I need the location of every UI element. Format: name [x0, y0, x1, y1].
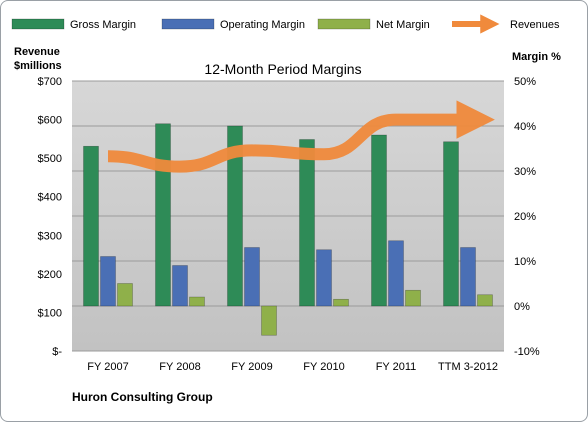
- legend-label: Revenues: [510, 19, 560, 31]
- company-name: Huron Consulting Group: [72, 390, 213, 404]
- right-tick-label: 20%: [514, 211, 536, 223]
- bar-net-margin: [261, 305, 277, 336]
- x-tick-label: FY 2008: [159, 361, 200, 373]
- right-tick-label: -10%: [514, 346, 540, 358]
- right-axis-ticks: -10% 0% 10% 20% 30% 40% 50%: [514, 76, 540, 358]
- legend-swatch-operating-margin: [161, 18, 215, 30]
- bar-gross-margin: [443, 141, 459, 307]
- bar-operating-margin: [172, 265, 188, 307]
- bar-operating-margin: [460, 247, 476, 307]
- bar-operating-margin: [100, 256, 116, 307]
- x-tick-label: TTM 3-2012: [438, 361, 498, 373]
- bar-operating-margin: [388, 240, 404, 307]
- legend-label: Operating Margin: [220, 19, 305, 31]
- x-axis-ticks: FY 2007 FY 2008 FY 2009 FY 2010 FY 2011 TTM 3…: [87, 361, 498, 373]
- bars: [83, 123, 493, 336]
- legend-label: Gross Margin: [70, 19, 136, 31]
- right-tick-label: 40%: [514, 121, 536, 133]
- bar-net-margin: [333, 298, 349, 307]
- left-tick-label: $400: [38, 192, 62, 204]
- left-tick-label: $100: [38, 307, 62, 319]
- left-axis-label-line1: Revenue: [14, 46, 60, 58]
- gridlines: [72, 80, 504, 352]
- bar-net-margin: [405, 289, 421, 307]
- left-axis-ticks: $- $100 $200 $300 $400 $500 $600 $700: [38, 76, 63, 358]
- x-tick-label: FY 2011: [376, 361, 417, 373]
- bar-gross-margin: [299, 139, 315, 307]
- legend-swatch-net-margin: [317, 18, 371, 30]
- left-tick-label: $600: [38, 115, 62, 127]
- bar-operating-margin: [244, 247, 260, 307]
- right-tick-label: 10%: [514, 256, 536, 268]
- bar-net-margin: [477, 294, 493, 307]
- legend-swatch-gross-margin: [11, 18, 65, 30]
- revenue-line-group: [107, 100, 495, 173]
- legend-label: Net Margin: [376, 19, 430, 31]
- right-tick-label: 0%: [514, 301, 530, 313]
- x-tick-label: FY 2009: [231, 361, 272, 373]
- bar-gross-margin: [227, 125, 243, 307]
- left-tick-label: $700: [38, 76, 62, 88]
- bar-net-margin: [117, 283, 133, 307]
- x-tick-label: FY 2010: [303, 361, 344, 373]
- x-tick-label: FY 2007: [87, 361, 128, 373]
- left-tick-label: $200: [38, 269, 62, 281]
- bar-gross-margin: [155, 123, 171, 307]
- right-axis-label: Margin %: [512, 51, 561, 63]
- left-tick-label: $-: [52, 346, 62, 358]
- bar-operating-margin: [316, 249, 332, 307]
- left-tick-label: $300: [38, 230, 62, 242]
- legend: Gross Margin Operating Margin Net Margin Re…: [11, 14, 560, 34]
- revenues-line: [107, 100, 495, 173]
- bar-gross-margin: [371, 134, 387, 307]
- right-tick-label: 50%: [514, 76, 536, 88]
- left-tick-label: $500: [38, 153, 62, 165]
- chart-title: 12-Month Period Margins: [204, 61, 361, 77]
- bar-gross-margin: [83, 145, 99, 307]
- left-axis-label-line2: $millions: [14, 60, 62, 72]
- right-tick-label: 30%: [514, 166, 536, 178]
- bar-net-margin: [189, 296, 205, 307]
